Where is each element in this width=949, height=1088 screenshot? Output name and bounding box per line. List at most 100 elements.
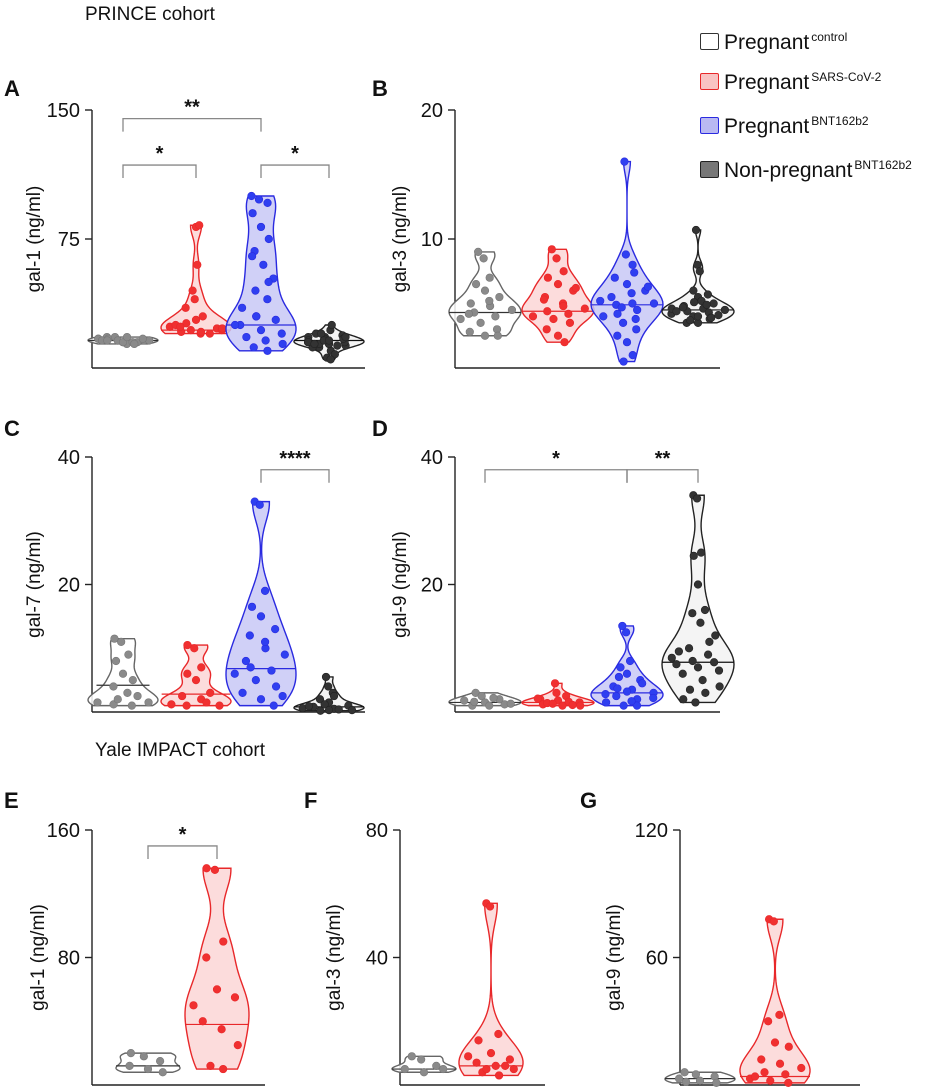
data-point — [122, 332, 132, 342]
yale-cohort-title: Yale IMPACT cohort — [95, 740, 266, 761]
y-tick-label: 150 — [47, 100, 80, 122]
data-point — [688, 656, 697, 666]
data-point — [261, 336, 270, 345]
data-point — [254, 195, 264, 204]
y-tick-label: 160 — [47, 820, 80, 842]
data-point — [702, 300, 711, 309]
data-point — [491, 1061, 500, 1070]
data-point — [698, 676, 707, 685]
data-point — [712, 1078, 721, 1087]
data-point — [189, 1001, 198, 1010]
violin-sars — [521, 679, 595, 710]
data-point — [407, 1052, 416, 1061]
data-point — [125, 1061, 134, 1070]
data-point — [316, 706, 325, 715]
data-point — [619, 357, 628, 366]
data-point — [678, 669, 687, 678]
data-point — [334, 705, 343, 714]
panel-letter: B — [372, 76, 388, 101]
bracket-line — [147, 845, 218, 859]
significance-label: * — [156, 143, 164, 165]
data-point — [559, 267, 568, 276]
data-point — [766, 1076, 775, 1085]
data-point — [167, 700, 176, 709]
data-point — [347, 705, 357, 715]
data-point — [158, 1068, 167, 1077]
data-point — [178, 691, 187, 701]
data-point — [219, 1064, 228, 1074]
data-point — [304, 702, 314, 711]
significance-label: * — [179, 824, 187, 846]
data-point — [613, 309, 622, 318]
data-point — [464, 1052, 473, 1061]
violin-control — [115, 1049, 181, 1077]
data-point — [681, 1077, 691, 1086]
data-point — [133, 691, 142, 701]
legend-label: Pregnant — [724, 71, 810, 94]
data-point — [622, 669, 632, 678]
data-point — [693, 663, 703, 672]
data-point — [230, 993, 240, 1002]
data-point — [684, 644, 694, 653]
data-point — [326, 355, 335, 364]
data-point — [565, 318, 575, 327]
panel-E: E 80 160 gal-1 (ng/ml) * — [4, 788, 265, 1086]
data-point — [627, 697, 636, 706]
y-tick-label: 75 — [58, 229, 80, 251]
data-point — [770, 1038, 780, 1047]
data-point — [685, 685, 695, 694]
data-point — [622, 338, 632, 347]
data-point — [324, 682, 333, 691]
data-point — [715, 682, 724, 691]
data-point — [621, 250, 630, 259]
legend-swatch — [700, 73, 719, 90]
data-point — [494, 1071, 504, 1080]
data-point — [632, 701, 642, 710]
data-point — [256, 326, 266, 335]
y-axis-label: gal-3 (ng/ml) — [324, 904, 345, 1011]
data-point — [196, 327, 206, 336]
data-point — [242, 332, 251, 342]
y-tick-label: 60 — [646, 948, 668, 970]
data-point — [195, 221, 204, 230]
data-point — [193, 260, 202, 269]
data-point — [321, 672, 331, 682]
data-point — [485, 273, 494, 282]
data-point — [564, 309, 573, 318]
data-point — [543, 307, 552, 316]
data-point — [714, 666, 724, 675]
data-point — [764, 1017, 773, 1026]
data-point — [264, 234, 273, 244]
data-point — [210, 865, 220, 874]
violin-body — [160, 224, 232, 335]
data-point — [109, 682, 118, 691]
data-point — [495, 292, 504, 302]
data-point — [464, 309, 473, 318]
significance-label: * — [552, 448, 560, 470]
data-point — [714, 311, 723, 320]
legend-label: Pregnant — [724, 115, 810, 138]
data-point — [252, 312, 261, 321]
violin-control — [87, 332, 159, 349]
data-point — [760, 1068, 769, 1077]
violin-nonpreg — [293, 672, 365, 715]
data-point — [256, 222, 266, 232]
panel-letter: D — [372, 416, 388, 441]
data-point — [485, 296, 494, 306]
data-point — [494, 1029, 503, 1039]
data-point — [113, 695, 122, 704]
data-point — [613, 331, 622, 340]
violin-sars — [739, 915, 811, 1087]
data-point — [680, 1068, 689, 1077]
data-point — [93, 698, 102, 707]
violin-body — [590, 160, 664, 363]
data-point — [317, 329, 326, 338]
data-point — [480, 286, 490, 295]
data-point — [124, 650, 133, 659]
data-point — [501, 1061, 510, 1070]
data-point — [251, 676, 260, 685]
data-point — [696, 618, 705, 627]
panel-letter: C — [4, 416, 20, 441]
data-point — [247, 252, 257, 261]
